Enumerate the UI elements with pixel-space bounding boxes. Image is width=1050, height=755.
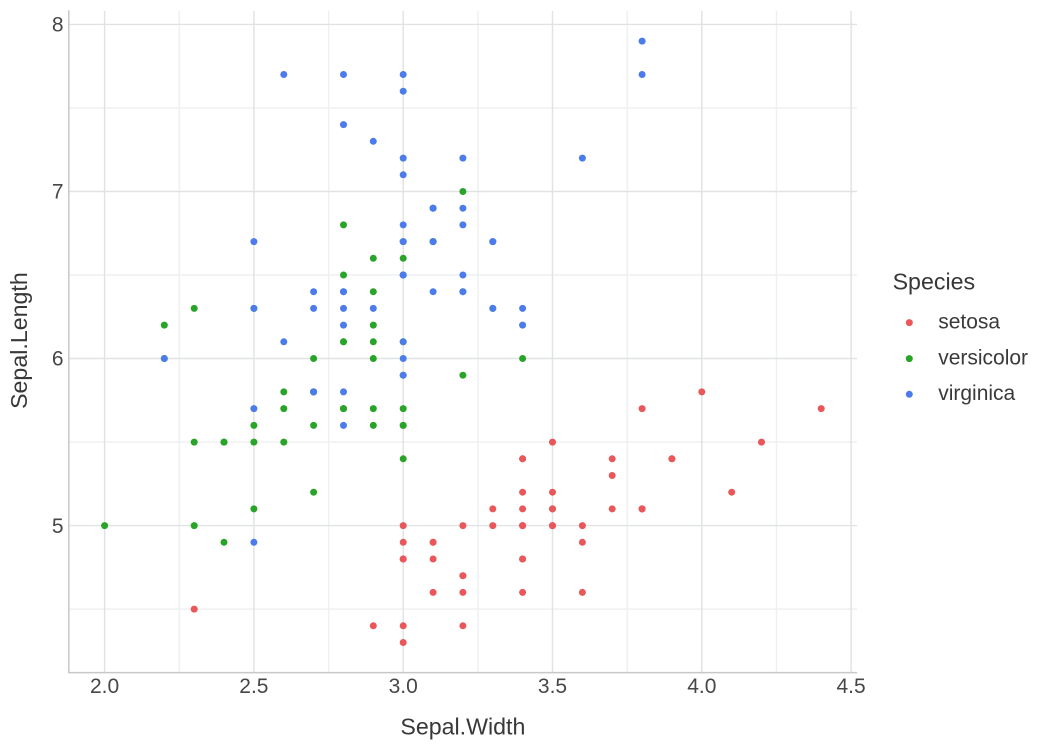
svg-text:Sepal.Width: Sepal.Width <box>400 713 525 739</box>
svg-text:versicolor: versicolor <box>938 346 1028 369</box>
svg-text:4.5: 4.5 <box>836 675 865 698</box>
svg-text:2.5: 2.5 <box>239 675 268 698</box>
svg-text:8: 8 <box>52 14 64 37</box>
svg-text:Species: Species <box>893 268 976 294</box>
svg-text:virginica: virginica <box>938 382 1015 405</box>
svg-text:7: 7 <box>52 181 64 204</box>
svg-text:5: 5 <box>52 515 64 538</box>
svg-text:Sepal.Length: Sepal.Length <box>6 272 32 409</box>
svg-text:2.0: 2.0 <box>90 675 119 698</box>
svg-text:3.5: 3.5 <box>538 675 567 698</box>
svg-text:6: 6 <box>52 348 64 371</box>
svg-text:4.0: 4.0 <box>687 675 716 698</box>
svg-text:setosa: setosa <box>938 310 1000 333</box>
svg-text:3.0: 3.0 <box>389 675 418 698</box>
